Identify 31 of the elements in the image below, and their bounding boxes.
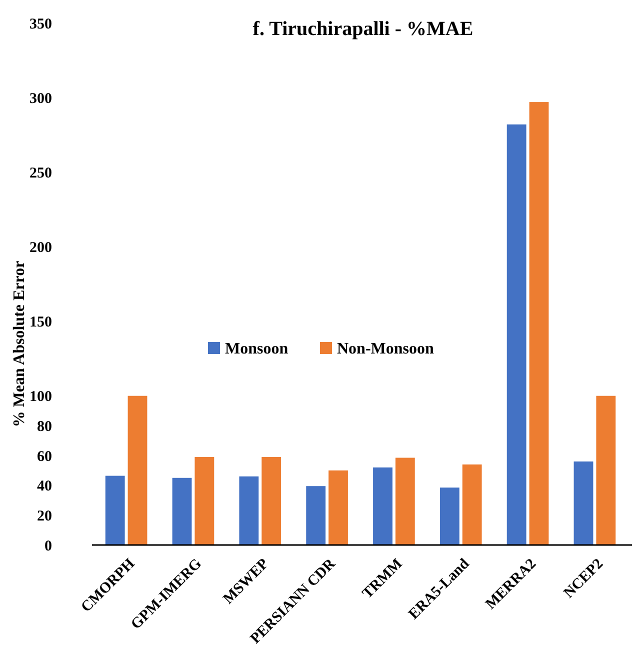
chart-title: f. Tiruchirapalli - %MAE	[252, 18, 474, 40]
y-tick-label: 20	[37, 508, 52, 524]
y-tick-label: 250	[30, 165, 52, 182]
y-tick-label: 200	[30, 240, 52, 256]
bar	[105, 476, 125, 545]
y-tick-label: 350	[30, 16, 52, 32]
bar	[596, 396, 616, 545]
y-tick-label: 60	[37, 448, 52, 465]
y-axis-title: % Mean Absolute Error	[11, 260, 28, 428]
bar	[328, 470, 348, 545]
legend-label: Monsoon	[225, 340, 288, 358]
legend-label: Non-Monsoon	[337, 340, 434, 358]
y-tick-label: 80	[37, 418, 52, 435]
y-tick-label: 300	[30, 90, 52, 107]
y-tick-label: 40	[37, 478, 52, 495]
bar	[462, 464, 482, 545]
y-tick-label: 100	[30, 389, 52, 406]
bar	[529, 102, 549, 545]
bar	[194, 457, 214, 545]
bar	[172, 478, 192, 545]
y-tick-label: 0	[44, 538, 52, 554]
bar	[395, 458, 415, 545]
bar	[239, 476, 259, 545]
bar	[506, 124, 526, 545]
bar	[574, 461, 594, 545]
bar	[440, 488, 460, 545]
bar	[262, 457, 282, 545]
y-tick-label: 150	[30, 314, 52, 331]
bar	[373, 467, 392, 545]
bar	[128, 396, 148, 545]
bar	[306, 486, 326, 545]
